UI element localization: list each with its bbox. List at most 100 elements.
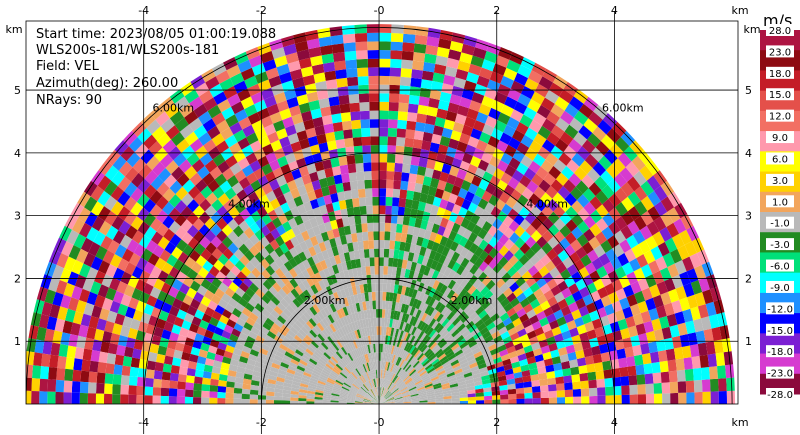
data-cell	[344, 355, 351, 364]
data-cell	[315, 392, 324, 396]
data-cell	[636, 254, 649, 268]
data-cell	[677, 322, 688, 336]
data-cell	[392, 390, 401, 396]
data-cell	[260, 50, 274, 64]
data-cell	[308, 100, 321, 111]
data-cell	[315, 387, 325, 392]
data-cell	[180, 264, 192, 276]
data-cell	[459, 358, 468, 366]
data-cell	[443, 276, 452, 287]
data-cell	[625, 316, 636, 328]
data-cell	[493, 288, 503, 299]
data-cell	[358, 93, 370, 103]
data-cell	[502, 358, 512, 366]
colorbar-label: 18.0	[769, 69, 791, 80]
data-cell	[419, 370, 428, 377]
data-cell	[348, 375, 355, 382]
data-cell	[309, 171, 319, 183]
data-cell	[276, 376, 285, 383]
data-cell	[355, 162, 364, 173]
data-cell	[561, 165, 574, 180]
data-cell	[403, 304, 410, 314]
data-cell	[580, 380, 589, 389]
data-cell	[145, 239, 158, 253]
colorbar-label-bg	[766, 45, 794, 58]
data-cell	[265, 151, 277, 164]
data-cell	[488, 247, 499, 259]
data-cell	[493, 251, 504, 263]
data-cell	[46, 316, 58, 331]
data-cell	[344, 381, 352, 387]
data-cell	[260, 115, 273, 128]
data-cell	[367, 353, 371, 363]
data-cell	[198, 211, 211, 225]
data-cell	[334, 60, 347, 71]
colorbar-label-bg	[766, 323, 794, 336]
data-cell	[506, 292, 517, 303]
data-cell	[334, 365, 342, 373]
data-cell	[204, 217, 217, 231]
data-cell	[149, 286, 161, 299]
data-cell	[403, 351, 410, 361]
data-cell	[495, 321, 506, 331]
data-cell	[400, 233, 408, 243]
data-cell	[514, 182, 527, 195]
data-cell	[443, 401, 452, 404]
data-cell	[451, 392, 460, 396]
data-cell	[369, 344, 373, 353]
data-cell	[361, 374, 367, 382]
data-cell	[622, 337, 633, 349]
data-cell	[448, 49, 462, 61]
data-cell	[657, 241, 670, 257]
data-cell	[477, 362, 487, 370]
data-cell	[442, 227, 452, 239]
data-cell	[341, 346, 348, 356]
data-cell	[379, 395, 382, 404]
data-cell	[401, 392, 410, 396]
data-cell	[302, 74, 316, 86]
data-cell	[474, 186, 486, 199]
data-cell	[418, 291, 426, 302]
data-cell	[161, 302, 173, 314]
data-cell	[297, 272, 307, 283]
data-cell	[64, 256, 76, 272]
data-cell	[291, 168, 302, 180]
data-cell	[419, 264, 427, 275]
data-cell	[318, 36, 332, 47]
data-cell	[371, 388, 376, 397]
data-cell	[451, 343, 460, 351]
data-cell	[367, 380, 372, 389]
data-cell	[402, 374, 410, 381]
data-cell	[284, 378, 293, 385]
data-cell	[435, 401, 444, 404]
data-cell	[143, 261, 155, 275]
data-cell	[641, 287, 653, 301]
data-cell	[505, 373, 515, 380]
data-cell	[431, 241, 440, 252]
data-cell	[580, 254, 592, 267]
data-cell	[428, 186, 437, 197]
data-cell	[629, 258, 641, 272]
data-cell	[282, 308, 292, 318]
data-cell	[408, 287, 415, 298]
data-cell	[174, 213, 187, 227]
data-cell	[373, 397, 380, 404]
data-cell	[201, 384, 211, 392]
data-cell	[216, 205, 229, 218]
data-cell	[371, 162, 380, 171]
data-cell	[79, 222, 92, 238]
data-cell	[394, 397, 403, 401]
data-cell	[316, 251, 325, 262]
data-cell	[388, 301, 393, 310]
data-cell	[379, 222, 385, 232]
data-cell	[537, 366, 547, 374]
data-cell	[96, 318, 107, 331]
data-cell	[623, 146, 638, 162]
data-cell	[395, 267, 402, 277]
data-cell	[506, 307, 517, 318]
data-cell	[409, 297, 415, 307]
data-cell	[298, 102, 311, 114]
data-cell	[615, 202, 628, 217]
colorbar-label: -18.0	[767, 347, 793, 358]
